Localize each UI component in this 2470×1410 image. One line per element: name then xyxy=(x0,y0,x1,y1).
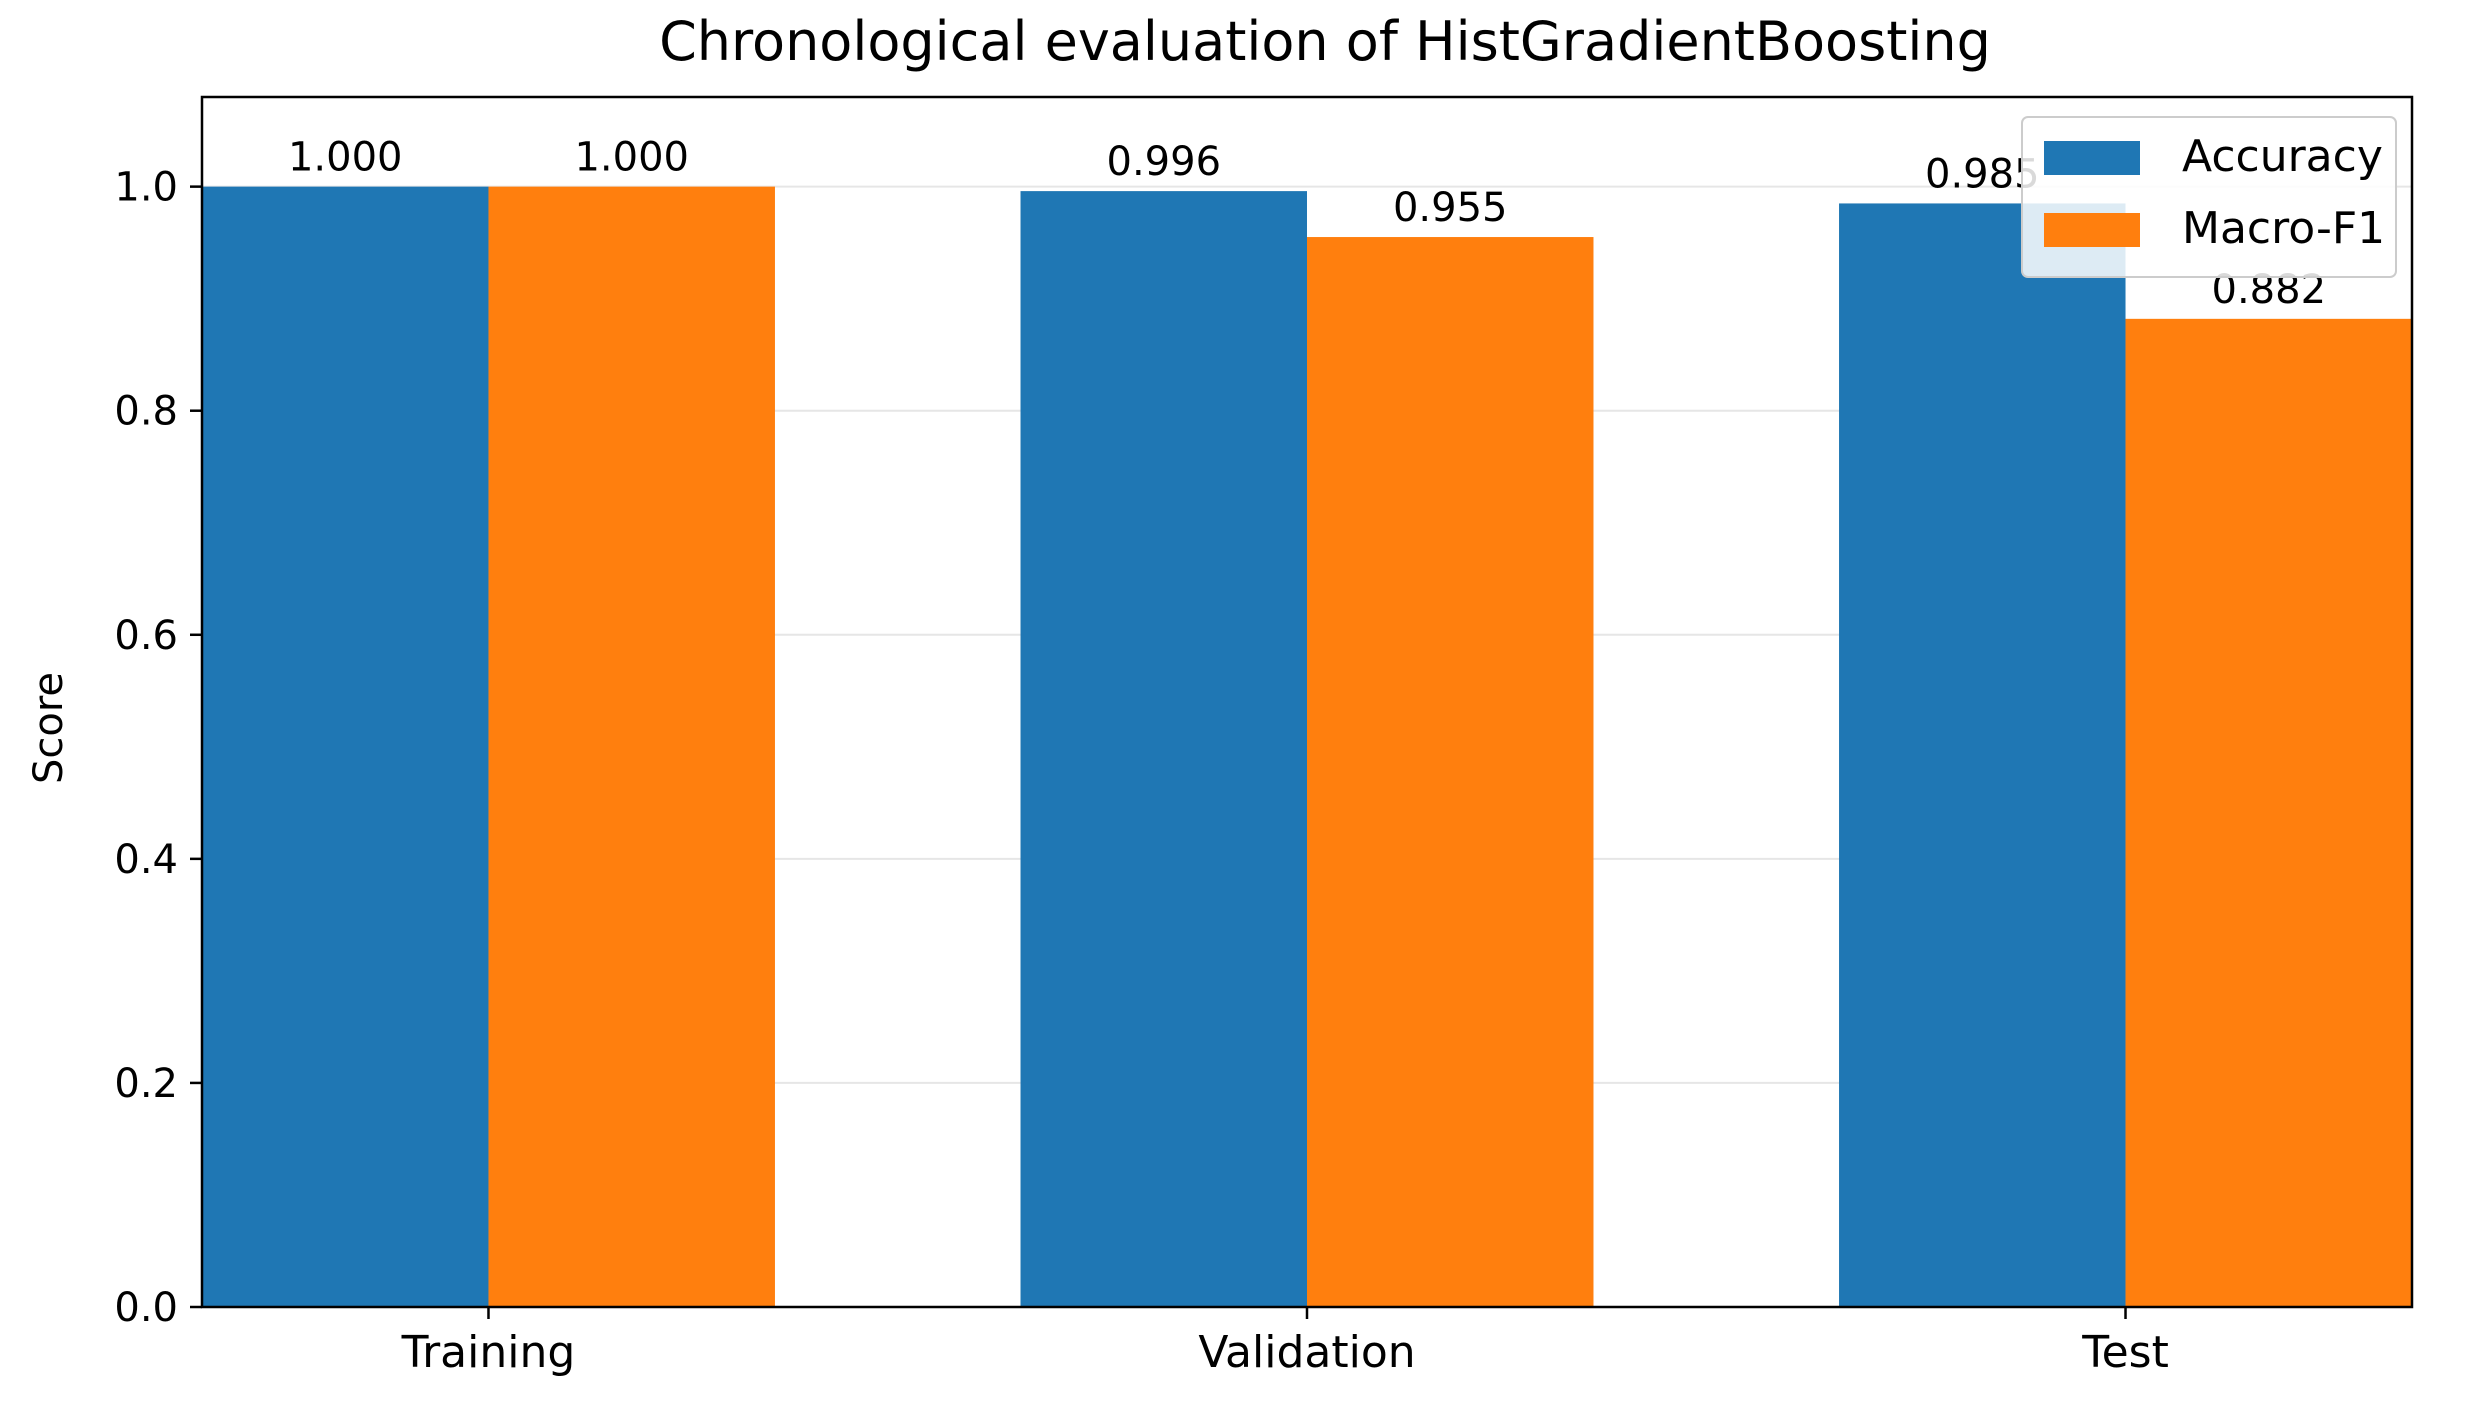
data-label: 1.000 xyxy=(288,135,403,181)
data-label: 0.996 xyxy=(1107,139,1222,185)
legend-label-macro-f1: Macro-F1 xyxy=(2182,203,2385,254)
y-tick-label: 0.6 xyxy=(114,613,178,659)
y-tick-label: 0.0 xyxy=(114,1285,178,1331)
bars xyxy=(202,186,2412,1308)
bar-macro-f1-test xyxy=(2125,318,2412,1307)
y-axis-label: Score xyxy=(26,672,72,784)
y-tick-label: 0.4 xyxy=(114,837,178,883)
y-tick-label: 0.2 xyxy=(114,1061,178,1107)
bar-accuracy-test xyxy=(1839,203,2126,1307)
legend: Accuracy Macro-F1 xyxy=(2021,116,2397,278)
y-tick-label: 1.0 xyxy=(114,165,178,211)
data-label: 1.000 xyxy=(574,135,689,181)
legend-label-accuracy: Accuracy xyxy=(2182,131,2383,182)
x-tick-label: Training xyxy=(401,1327,576,1378)
axes: 0.0 0.2 0.4 0.6 0.8 1.0 Training Validation Test xyxy=(114,95,2414,1378)
data-label: 0.955 xyxy=(1393,185,1508,231)
data-label: 0.985 xyxy=(1925,151,2040,197)
legend-swatch-accuracy xyxy=(2044,141,2140,175)
chart-title: Chronological evaluation of HistGradient… xyxy=(659,10,1991,73)
x-tick-label: Validation xyxy=(1198,1327,1415,1378)
bar-macro-f1-validation xyxy=(1307,237,1594,1308)
bar-accuracy-training xyxy=(202,186,489,1307)
legend-swatch-macro-f1 xyxy=(2044,213,2140,247)
bar-macro-f1-training xyxy=(488,186,775,1307)
bar-accuracy-validation xyxy=(1020,191,1307,1308)
x-tick-label: Test xyxy=(2081,1327,2169,1378)
y-tick-label: 0.8 xyxy=(114,389,178,435)
